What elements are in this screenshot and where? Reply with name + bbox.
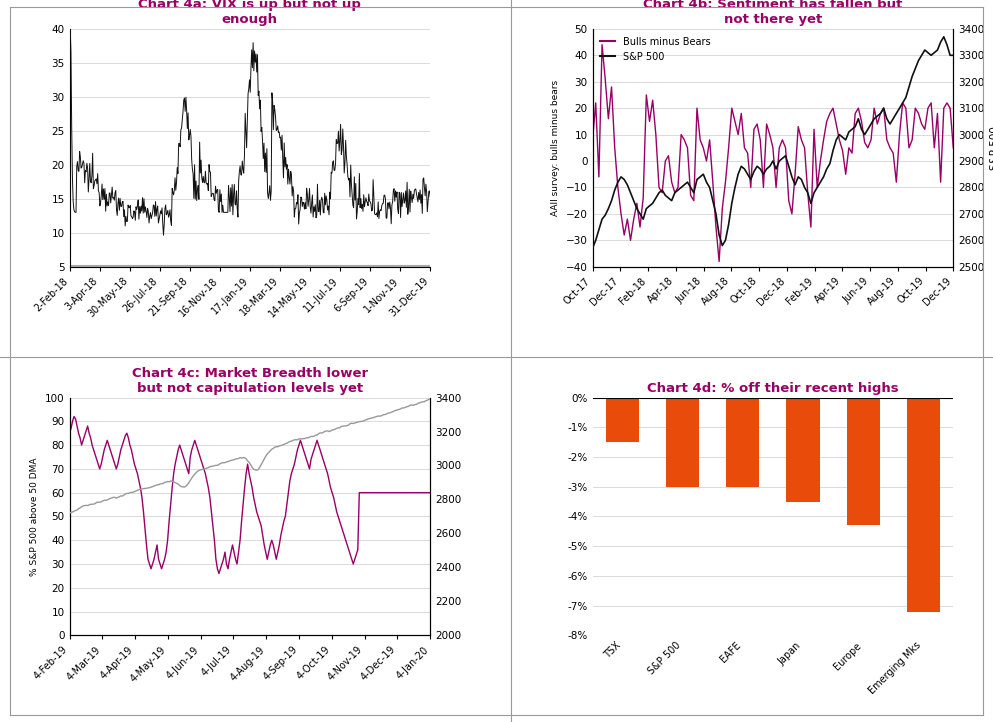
Title: Chart 4b: Sentiment has fallen but
not there yet: Chart 4b: Sentiment has fallen but not t… <box>643 0 903 26</box>
Bar <box>666 398 699 487</box>
Bar <box>786 398 819 502</box>
Bar <box>726 398 760 487</box>
Title: Chart 4c: Market Breadth lower
but not capitulation levels yet: Chart 4c: Market Breadth lower but not c… <box>132 367 368 395</box>
Bar <box>606 398 639 442</box>
Y-axis label: % S&P 500 above 50 DMA: % S&P 500 above 50 DMA <box>31 457 40 575</box>
Y-axis label: S&P 500: S&P 500 <box>990 126 993 170</box>
Legend: Bulls minus Bears, S&P 500: Bulls minus Bears, S&P 500 <box>598 34 713 64</box>
Bar <box>847 398 880 526</box>
Title: Chart 4d: % off their recent highs: Chart 4d: % off their recent highs <box>647 382 899 395</box>
Bar <box>907 398 939 612</box>
Y-axis label: AAII survey: bulls minus bears: AAII survey: bulls minus bears <box>551 79 560 216</box>
Title: Chart 4a: VIX is up but not up
enough: Chart 4a: VIX is up but not up enough <box>138 0 361 26</box>
